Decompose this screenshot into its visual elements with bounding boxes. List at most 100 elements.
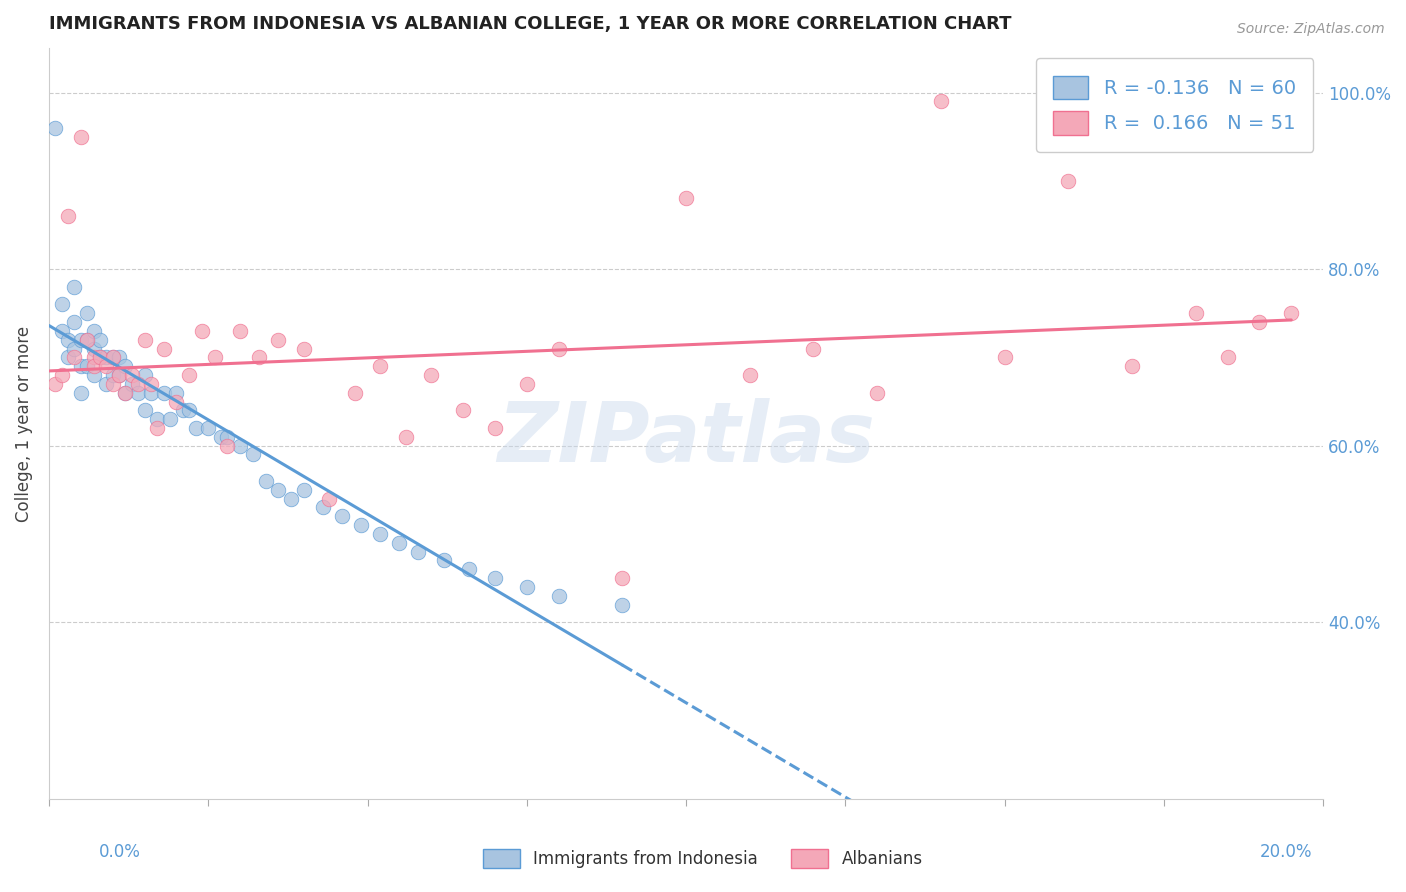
Point [89, 351, 111, 365]
Point [159, 412, 181, 426]
Text: Source: ZipAtlas.com: Source: ZipAtlas.com [1237, 22, 1385, 37]
Point [1184, 306, 1206, 320]
Point [69, 129, 91, 144]
Point [330, 509, 353, 524]
Point [172, 403, 194, 417]
Point [152, 385, 174, 400]
Point [368, 359, 391, 374]
Point [146, 421, 169, 435]
Point [63, 315, 86, 329]
Point [191, 324, 214, 338]
Point [179, 403, 201, 417]
Point [242, 447, 264, 461]
Point [197, 421, 219, 435]
Point [1057, 174, 1080, 188]
Point [108, 368, 131, 382]
Point [44, 120, 66, 135]
Point [1216, 351, 1239, 365]
Point [134, 368, 156, 382]
Point [1279, 306, 1302, 320]
Point [247, 351, 270, 365]
Point [451, 403, 474, 417]
Y-axis label: College, 1 year or more: College, 1 year or more [15, 326, 32, 522]
Point [83, 359, 105, 374]
Point [395, 430, 418, 444]
Point [229, 324, 252, 338]
Point [318, 491, 340, 506]
Point [368, 527, 391, 541]
Point [56, 333, 79, 347]
Text: 20.0%: 20.0% [1260, 843, 1313, 861]
Point [76, 333, 98, 347]
Point [51, 297, 73, 311]
Point [179, 368, 201, 382]
Point [121, 368, 143, 382]
Point [96, 359, 118, 374]
Point [1249, 315, 1271, 329]
Point [866, 385, 889, 400]
Point [343, 385, 366, 400]
Point [1121, 359, 1143, 374]
Point [108, 351, 131, 365]
Point [101, 368, 124, 382]
Point [83, 351, 105, 365]
Point [292, 483, 315, 497]
Point [69, 385, 91, 400]
Point [56, 351, 79, 365]
Point [89, 333, 111, 347]
Point [516, 580, 538, 594]
Point [121, 376, 143, 391]
Point [433, 553, 456, 567]
Point [134, 403, 156, 417]
Point [267, 333, 290, 347]
Point [280, 491, 302, 506]
Point [63, 342, 86, 356]
Point [994, 351, 1017, 365]
Point [350, 518, 373, 533]
Point [63, 279, 86, 293]
Point [89, 351, 111, 365]
Point [217, 430, 239, 444]
Point [184, 421, 207, 435]
Point [69, 333, 91, 347]
Point [146, 412, 169, 426]
Point [612, 571, 634, 585]
Point [101, 376, 124, 391]
Point [56, 209, 79, 223]
Point [134, 333, 156, 347]
Text: 0.0%: 0.0% [98, 843, 141, 861]
Point [44, 376, 66, 391]
Point [139, 385, 162, 400]
Point [420, 368, 443, 382]
Point [388, 535, 411, 549]
Point [165, 394, 187, 409]
Point [458, 562, 481, 576]
Point [83, 368, 105, 382]
Point [63, 351, 86, 365]
Point [165, 385, 187, 400]
Point [139, 376, 162, 391]
Point [547, 589, 569, 603]
Legend: Immigrants from Indonesia, Albanians: Immigrants from Indonesia, Albanians [477, 843, 929, 875]
Point [484, 421, 506, 435]
Point [83, 342, 105, 356]
Point [152, 342, 174, 356]
Point [229, 439, 252, 453]
Point [612, 598, 634, 612]
Point [96, 351, 118, 365]
Point [114, 359, 136, 374]
Point [114, 385, 136, 400]
Point [929, 95, 952, 109]
Point [76, 359, 98, 374]
Legend: R = -0.136   N = 60, R =  0.166   N = 51: R = -0.136 N = 60, R = 0.166 N = 51 [1036, 58, 1313, 153]
Point [408, 544, 430, 558]
Point [83, 324, 105, 338]
Point [254, 474, 277, 488]
Point [547, 342, 569, 356]
Point [312, 500, 335, 515]
Point [292, 342, 315, 356]
Point [101, 351, 124, 365]
Point [114, 385, 136, 400]
Point [69, 359, 91, 374]
Point [516, 376, 538, 391]
